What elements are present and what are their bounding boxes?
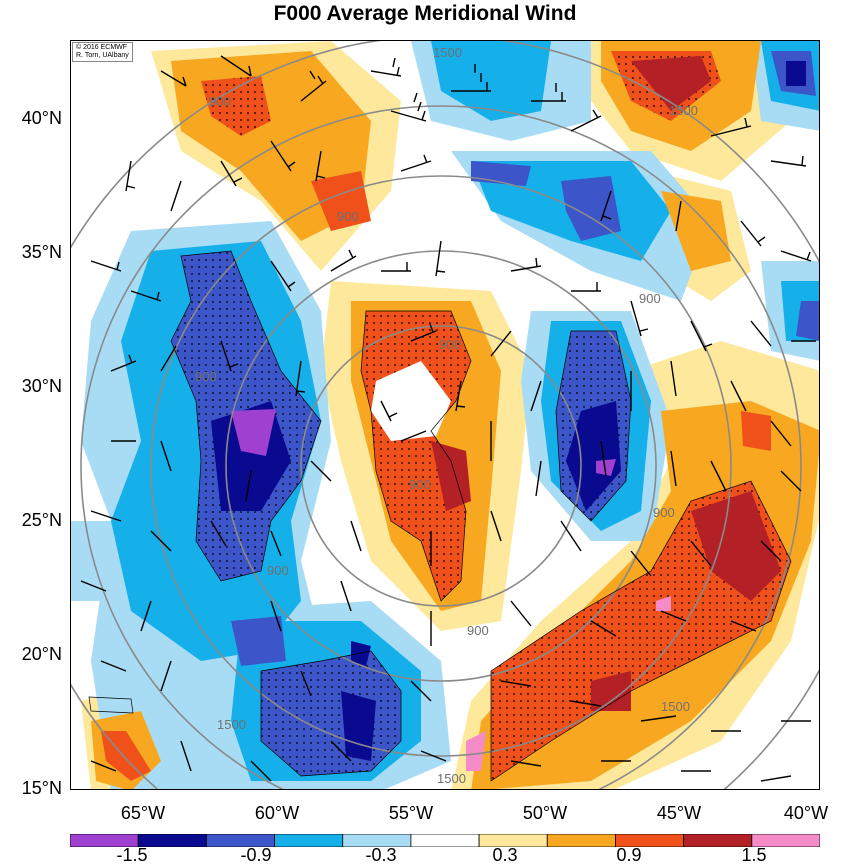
contour-label: 900 xyxy=(209,94,231,109)
contour-label: 900 xyxy=(439,337,461,352)
extreme-negative-wind-fill xyxy=(231,409,616,476)
lat-label: 40°N xyxy=(21,108,62,128)
colorbar-cell xyxy=(751,834,820,847)
credit-line: R. Torn, UAlbany xyxy=(76,52,129,59)
colorbar-label: -1.5 xyxy=(116,845,148,865)
very-strong-negative-wind-fill xyxy=(211,61,806,761)
contour-label: 900 xyxy=(653,505,675,520)
colorbar-cell xyxy=(410,834,480,847)
lon-label: 65°W xyxy=(120,803,166,823)
lon-label: 45°W xyxy=(656,803,702,823)
lat-label: 25°N xyxy=(21,510,62,530)
wind-barbs xyxy=(80,55,816,782)
credit-box: © 2016 ECMWF R. Torn, UAlbany xyxy=(72,42,133,62)
contour-label: 900 xyxy=(467,623,489,638)
credit-line: © 2016 ECMWF xyxy=(76,44,128,51)
meridional-wind-field: 1500 1500 900 900 900 900 900 900 900 90… xyxy=(71,41,819,789)
lon-label: 50°W xyxy=(522,803,568,823)
extreme-positive-wind-fill xyxy=(466,596,671,771)
lon-label: 55°W xyxy=(388,803,434,823)
map-title: F000 Average Meridional Wind xyxy=(273,2,577,25)
contour-label: 900 xyxy=(409,477,431,492)
anomaly-outlines xyxy=(88,250,792,782)
lat-label: 15°N xyxy=(21,778,62,798)
colorbar-label: 0.3 xyxy=(492,845,518,865)
contour-label: 1500 xyxy=(433,45,462,60)
contour-label: 1500 xyxy=(217,717,246,732)
colorbar-label: 1.5 xyxy=(741,845,767,865)
contour-label: 900 xyxy=(337,209,359,224)
colorbar-label: 0.9 xyxy=(616,845,642,865)
contour-label: 900 xyxy=(639,291,661,306)
lat-label: 35°N xyxy=(21,242,62,262)
lat-label: 20°N xyxy=(21,644,62,664)
colorbar-label: -0.9 xyxy=(240,845,272,865)
map-plot-area: 1500 1500 900 900 900 900 900 900 900 90… xyxy=(70,40,820,790)
colorbar-cells xyxy=(70,834,820,847)
contour-label: 1500 xyxy=(661,699,690,714)
contour-label: 1500 xyxy=(669,103,698,118)
colorbar-label: -0.3 xyxy=(365,845,397,865)
lon-label: 40°W xyxy=(783,803,829,823)
contour-label: 900 xyxy=(195,369,217,384)
lon-label: 60°W xyxy=(254,803,300,823)
colorbar xyxy=(70,834,820,847)
lat-label: 30°N xyxy=(21,376,62,396)
contour-labels: 1500 1500 900 900 900 900 900 900 900 90… xyxy=(195,45,698,786)
height-contours xyxy=(71,41,819,789)
contour-label: 1500 xyxy=(437,771,466,786)
contour-label: 900 xyxy=(267,563,289,578)
